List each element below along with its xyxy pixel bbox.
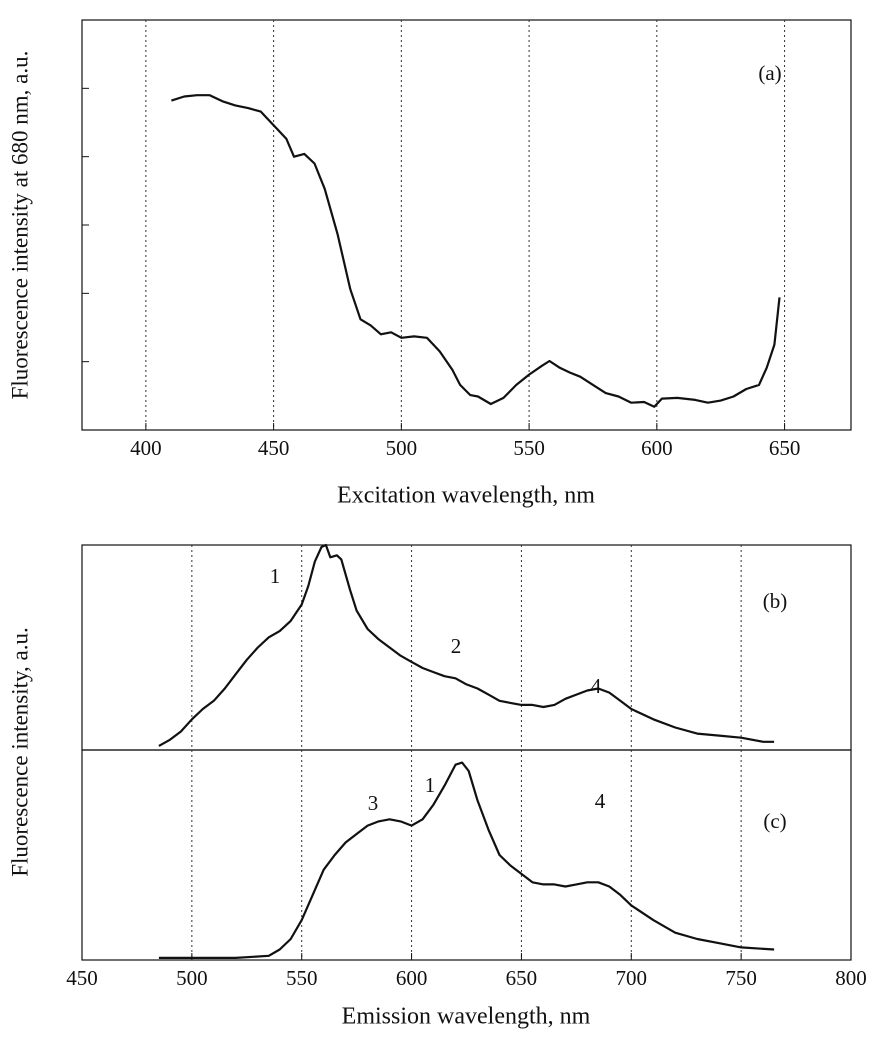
peak-label: 4 [591, 674, 602, 698]
x-tick-label: 500 [386, 436, 418, 460]
peak-label: 4 [595, 789, 606, 813]
data-line [171, 94, 781, 408]
x-tick-label: 400 [130, 436, 162, 460]
x-tick-label: 500 [176, 966, 208, 990]
panel-label: (a) [758, 61, 781, 85]
data-line [158, 761, 775, 959]
x-tick-label: 450 [66, 966, 98, 990]
plot-frame [81, 19, 852, 431]
plot-frame [81, 544, 852, 751]
peak-label: 2 [451, 634, 462, 658]
panel-label: (c) [763, 809, 786, 833]
y-axis-label: Fluorescence intensity, a.u. [7, 627, 32, 877]
x-tick-label: 450 [258, 436, 290, 460]
x-tick-label: 650 [769, 436, 801, 460]
plot-frame [81, 749, 852, 961]
x-tick-label: 750 [725, 966, 757, 990]
data-line [158, 543, 775, 747]
x-tick-label: 700 [616, 966, 648, 990]
x-tick-label: 550 [286, 966, 318, 990]
x-tick-label: 600 [641, 436, 673, 460]
peak-label: 1 [270, 564, 281, 588]
y-axis-label: Fluorescence intensity at 680 nm, a.u. [7, 51, 32, 400]
x-tick-label: 650 [506, 966, 538, 990]
x-tick-label: 550 [513, 436, 545, 460]
peak-label: 1 [425, 773, 436, 797]
x-tick-label: 800 [835, 966, 867, 990]
peak-label: 3 [368, 791, 379, 815]
x-tick-label: 600 [396, 966, 428, 990]
x-axis-label: Emission wavelength, nm [342, 1004, 591, 1030]
panel-label: (b) [763, 589, 788, 613]
x-axis-label: Excitation wavelength, nm [337, 483, 595, 509]
